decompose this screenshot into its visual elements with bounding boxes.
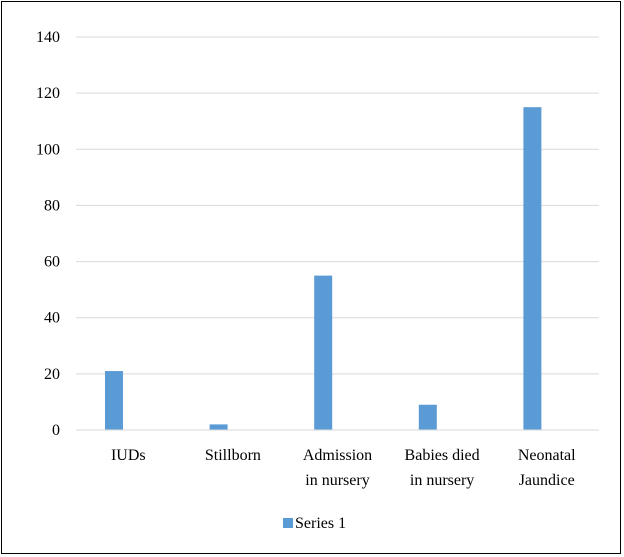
y-tick-label: 140	[36, 29, 60, 46]
category-labels: IUDs Stillborn Admission in nursery Babies d…	[111, 447, 576, 489]
bar	[418, 404, 437, 430]
category-label: Admission	[303, 447, 372, 464]
y-tick-label: 60	[44, 254, 60, 271]
category-label: Neonatal	[518, 447, 576, 464]
legend-label: Series 1	[295, 515, 346, 532]
y-tick-label: 120	[36, 85, 60, 102]
category-label: Jaundice	[519, 472, 575, 489]
y-tick-label: 40	[44, 310, 60, 327]
legend-swatch	[283, 518, 293, 528]
category-label: Babies died	[405, 447, 480, 464]
category-label: in nursery	[305, 472, 369, 489]
gridlines	[76, 36, 599, 375]
category-label: Stillborn	[205, 447, 261, 464]
bar	[523, 107, 542, 430]
category-label: IUDs	[111, 447, 146, 464]
y-tick-label: 0	[52, 422, 60, 439]
y-axis-ticks: 0 20 40 60 80 100 120 140	[36, 29, 60, 439]
category-label: in nursery	[410, 472, 474, 489]
bar	[314, 275, 333, 430]
bars	[105, 107, 542, 430]
y-tick-label: 80	[44, 197, 60, 214]
y-tick-label: 20	[44, 366, 60, 383]
bar	[209, 424, 228, 430]
bar	[105, 371, 123, 430]
legend: Series 1	[283, 515, 346, 532]
y-tick-label: 100	[36, 141, 60, 158]
